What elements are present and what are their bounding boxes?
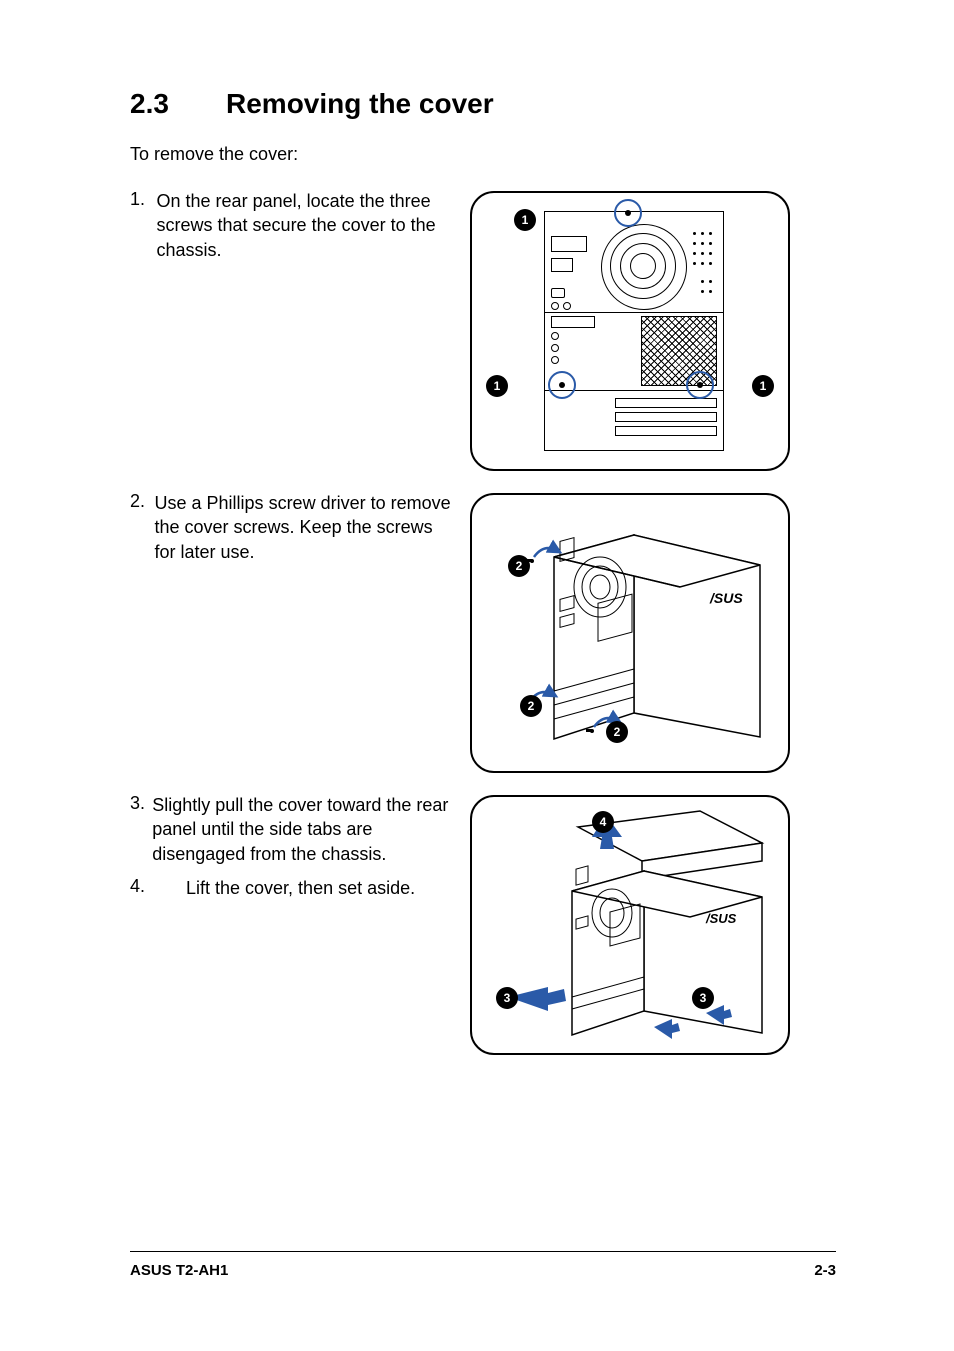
figure-2-col: /SUS bbox=[470, 491, 790, 773]
callout-badge: 4 bbox=[592, 811, 614, 833]
page-footer: ASUS T2-AH1 2-3 bbox=[130, 1251, 836, 1279]
section-title: 2.3Removing the cover bbox=[130, 88, 834, 120]
step-2-text-col: 2. Use a Phillips screw driver to remove… bbox=[130, 491, 470, 572]
port-audio-2 bbox=[563, 302, 571, 310]
footer-page-number: 2-3 bbox=[814, 1262, 836, 1279]
callout-badge: 3 bbox=[496, 987, 518, 1009]
step-4-text: Lift the cover, then set aside. bbox=[186, 876, 415, 900]
page: 2.3Removing the cover To remove the cove… bbox=[0, 0, 954, 1351]
step-1-text-col: 1. On the rear panel, locate the three s… bbox=[130, 189, 470, 270]
callout-badge: 2 bbox=[508, 555, 530, 577]
chassis-rear-outline bbox=[544, 211, 724, 451]
brand-logo: /SUS bbox=[709, 590, 743, 606]
expansion-slot-3 bbox=[615, 426, 717, 436]
port-vga bbox=[551, 316, 595, 328]
screw-ring-icon bbox=[686, 371, 714, 399]
tower-iso-svg: /SUS bbox=[472, 495, 792, 775]
step-4-num: 4. bbox=[130, 876, 186, 897]
section-number: 2.3 bbox=[130, 88, 226, 120]
port-ps2 bbox=[551, 258, 573, 272]
step-3-text: Slightly pull the cover toward the rear … bbox=[152, 793, 454, 866]
port-jack-2 bbox=[551, 344, 559, 352]
callout-badge: 2 bbox=[606, 721, 628, 743]
step-2: 2. Use a Phillips screw driver to remove… bbox=[130, 491, 834, 773]
step-1-text: On the rear panel, locate the three scre… bbox=[157, 189, 454, 262]
callout-badge: 1 bbox=[752, 375, 774, 397]
port-usb bbox=[551, 288, 565, 298]
callout-badge: 1 bbox=[514, 209, 536, 231]
intro-text: To remove the cover: bbox=[130, 144, 834, 165]
psu-fan-grille bbox=[601, 224, 687, 310]
port-parallel bbox=[551, 236, 587, 252]
step-3-4-text-col: 3. Slightly pull the cover toward the re… bbox=[130, 793, 470, 908]
step-3-4: 3. Slightly pull the cover toward the re… bbox=[130, 793, 834, 1055]
step-2-num: 2. bbox=[130, 491, 155, 512]
port-jack-1 bbox=[551, 332, 559, 340]
tower-lift-svg: /SUS bbox=[472, 797, 792, 1057]
screw-ring-icon bbox=[548, 371, 576, 399]
expansion-slot-2 bbox=[615, 412, 717, 422]
callout-badge: 3 bbox=[692, 987, 714, 1009]
figure-3-col: /SUS bbox=[470, 793, 790, 1055]
step-1-num: 1. bbox=[130, 189, 157, 210]
port-audio-1 bbox=[551, 302, 559, 310]
brand-logo: /SUS bbox=[705, 911, 737, 926]
figure-2: /SUS bbox=[470, 493, 790, 773]
figure-3: /SUS bbox=[470, 795, 790, 1055]
expansion-slot-1 bbox=[615, 398, 717, 408]
figure-1-col: 1 1 1 bbox=[470, 189, 790, 471]
step-3-num: 3. bbox=[130, 793, 152, 814]
port-jack-3 bbox=[551, 356, 559, 364]
callout-badge: 2 bbox=[520, 695, 542, 717]
vent-dots bbox=[693, 232, 719, 312]
step-2-text: Use a Phillips screw driver to remove th… bbox=[155, 491, 454, 564]
section-heading: Removing the cover bbox=[226, 88, 494, 119]
figure-1: 1 1 1 bbox=[470, 191, 790, 471]
screw-ring-icon bbox=[614, 199, 642, 227]
footer-product: ASUS T2-AH1 bbox=[130, 1262, 228, 1279]
callout-badge: 1 bbox=[486, 375, 508, 397]
step-1: 1. On the rear panel, locate the three s… bbox=[130, 189, 834, 471]
